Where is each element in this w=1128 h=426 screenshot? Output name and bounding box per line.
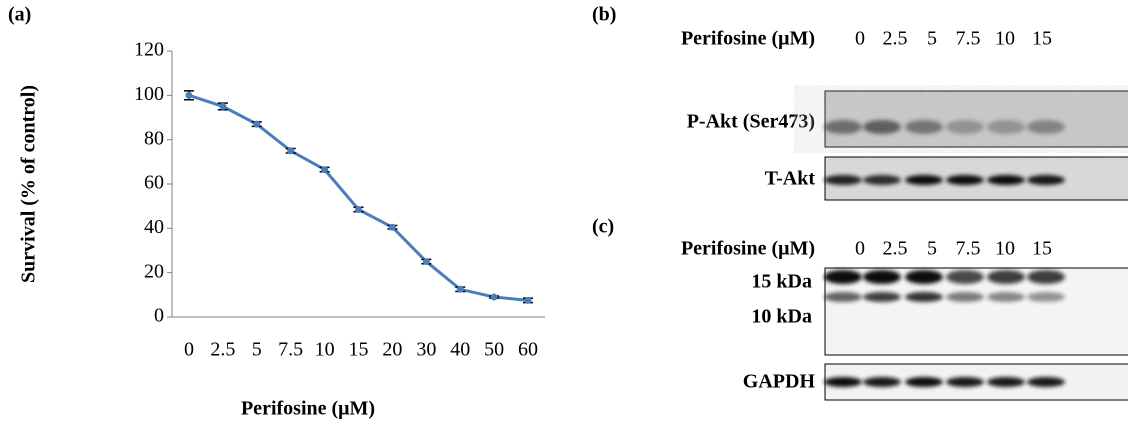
x-tick-label: 40 — [450, 339, 470, 361]
blot-band — [863, 270, 901, 284]
lane-label: 10 — [995, 238, 1015, 260]
x-tick-label: 60 — [518, 339, 538, 361]
blot-band — [1027, 175, 1065, 185]
point — [525, 297, 532, 304]
point — [491, 294, 498, 301]
blot-noise — [825, 91, 1128, 147]
blot-band — [824, 292, 862, 302]
x-axis-label: Perifosine (μM) — [241, 398, 375, 420]
blot-band — [946, 175, 984, 185]
y-tick-label: 80 — [144, 127, 164, 149]
y-tick-label: 20 — [144, 260, 164, 282]
blot-band — [863, 175, 901, 185]
row-label: P-Akt (Ser473) — [687, 111, 815, 133]
point — [219, 103, 226, 110]
blot-band — [905, 377, 943, 387]
blot-band — [1027, 292, 1065, 302]
panel-label: (b) — [592, 4, 616, 26]
blot-band — [946, 120, 984, 134]
blot-band — [987, 292, 1025, 302]
blot-header: Perifosine (μM) — [681, 28, 815, 50]
x-tick-label: 20 — [382, 339, 402, 361]
blot-band — [1027, 377, 1065, 387]
lane-label: 0 — [855, 28, 865, 50]
y-tick-label: 0 — [154, 305, 164, 327]
lane-label: 5 — [927, 238, 937, 260]
point — [185, 92, 192, 99]
x-tick-label: 7.5 — [278, 339, 303, 361]
blot-band — [946, 292, 984, 302]
blot-band — [987, 270, 1025, 284]
point — [423, 258, 430, 265]
x-tick-label: 0 — [184, 339, 194, 361]
blot-band — [824, 377, 862, 387]
blot-band — [946, 270, 984, 284]
blot-band — [863, 377, 901, 387]
blot-band — [946, 377, 984, 387]
blot-band — [905, 292, 943, 302]
blot-band — [987, 175, 1025, 185]
lane-label: 0 — [855, 238, 865, 260]
x-tick-label: 30 — [416, 339, 436, 361]
figure: (a) (b) (c) Survival (% of control) Peri… — [0, 0, 1128, 426]
blot-band — [987, 120, 1025, 134]
point — [253, 121, 260, 128]
lane-label: 15 — [1032, 238, 1052, 260]
lane-label: 5 — [927, 28, 937, 50]
y-tick-label: 40 — [144, 216, 164, 238]
x-tick-label: 10 — [315, 339, 335, 361]
blot-band — [824, 270, 862, 284]
blot-band — [987, 377, 1025, 387]
lane-label: 2.5 — [883, 238, 908, 260]
blot-band — [824, 175, 862, 185]
row-label: GAPDH — [743, 371, 816, 393]
x-tick-label: 15 — [349, 339, 369, 361]
blot-band — [824, 120, 862, 134]
point — [389, 224, 396, 231]
blot-header: Perifosine (μM) — [681, 238, 815, 260]
lane-label: 15 — [1032, 28, 1052, 50]
lane-label: 7.5 — [956, 238, 981, 260]
line — [189, 95, 528, 300]
y-tick-label: 120 — [134, 39, 164, 61]
y-tick-label: 100 — [134, 83, 164, 105]
row-label: T-Akt — [765, 168, 816, 190]
blot-band — [1027, 120, 1065, 134]
point — [355, 206, 362, 213]
panel-label: (a) — [8, 4, 31, 26]
blot-band — [1027, 270, 1065, 284]
y-axis-label: Survival (% of control) — [18, 85, 40, 283]
marker-label: 10 kDa — [751, 306, 812, 328]
y-tick-label: 60 — [144, 172, 164, 194]
point — [457, 286, 464, 293]
lane-label: 10 — [995, 28, 1015, 50]
x-tick-label: 2.5 — [210, 339, 235, 361]
x-tick-label: 5 — [252, 339, 262, 361]
x-tick-label: 50 — [484, 339, 504, 361]
panel-label: (c) — [592, 216, 614, 238]
lane-label: 2.5 — [883, 28, 908, 50]
blot-band — [905, 120, 943, 134]
blot-band — [905, 270, 943, 284]
marker-label: 15 kDa — [751, 271, 812, 293]
blot-band — [863, 292, 901, 302]
blot-band — [905, 175, 943, 185]
point — [287, 147, 294, 154]
lane-label: 7.5 — [956, 28, 981, 50]
blot-band — [863, 120, 901, 134]
point — [321, 166, 328, 173]
